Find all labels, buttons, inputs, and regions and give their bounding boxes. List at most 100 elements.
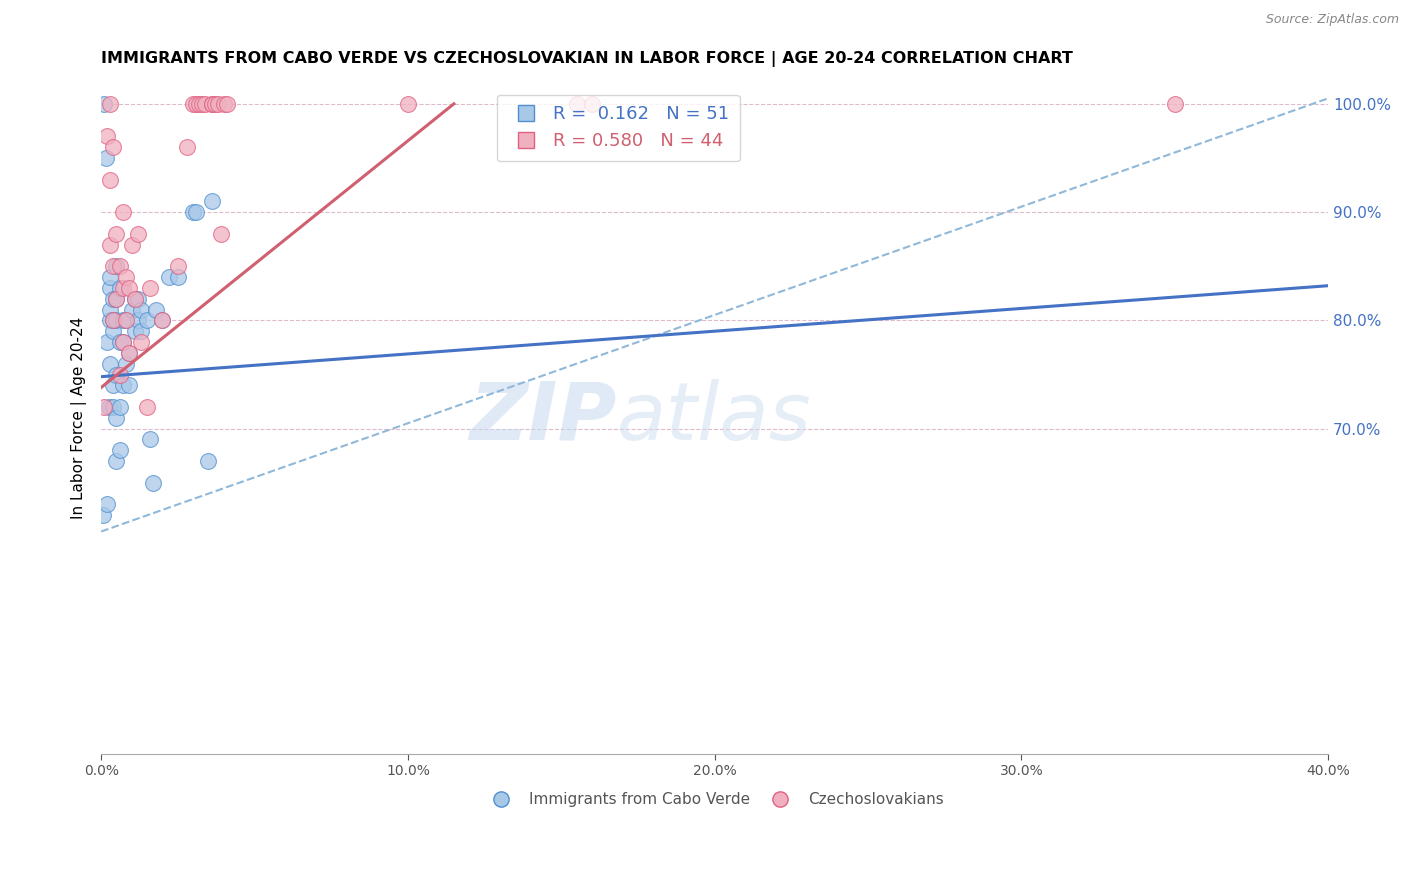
Point bbox=[98, 302, 121, 317]
Point bbox=[93, 400, 115, 414]
Text: Source: ZipAtlas.com: Source: ZipAtlas.com bbox=[1265, 13, 1399, 27]
Point bbox=[118, 346, 141, 360]
Point bbox=[186, 96, 208, 111]
Point bbox=[111, 334, 134, 349]
Point bbox=[200, 96, 222, 111]
Point bbox=[129, 334, 152, 349]
Point bbox=[152, 313, 174, 327]
Point bbox=[121, 302, 143, 317]
Point bbox=[565, 96, 588, 111]
Point bbox=[129, 302, 152, 317]
Point bbox=[200, 96, 222, 111]
Point bbox=[103, 378, 125, 392]
Point bbox=[114, 313, 136, 327]
Point bbox=[111, 334, 134, 349]
Point bbox=[98, 237, 121, 252]
Point bbox=[118, 346, 141, 360]
Point bbox=[103, 324, 125, 338]
Point bbox=[103, 400, 125, 414]
Point bbox=[105, 410, 128, 425]
Point bbox=[200, 194, 222, 209]
Point bbox=[176, 140, 198, 154]
Point bbox=[108, 368, 131, 382]
Point bbox=[96, 498, 118, 512]
Point bbox=[136, 400, 159, 414]
Point bbox=[105, 368, 128, 382]
Point bbox=[166, 270, 188, 285]
Point bbox=[191, 96, 214, 111]
Point bbox=[212, 96, 235, 111]
Point bbox=[105, 454, 128, 468]
Point bbox=[207, 96, 229, 111]
Point bbox=[142, 475, 165, 490]
Text: atlas: atlas bbox=[616, 379, 811, 457]
Point bbox=[103, 313, 125, 327]
Text: IMMIGRANTS FROM CABO VERDE VS CZECHOSLOVAKIAN IN LABOR FORCE | AGE 20-24 CORRELA: IMMIGRANTS FROM CABO VERDE VS CZECHOSLOV… bbox=[101, 51, 1073, 67]
Point bbox=[103, 313, 125, 327]
Point bbox=[105, 227, 128, 241]
Point bbox=[197, 454, 219, 468]
Point bbox=[157, 270, 180, 285]
Point bbox=[94, 151, 117, 165]
Point bbox=[114, 313, 136, 327]
Point bbox=[98, 281, 121, 295]
Point bbox=[136, 313, 159, 327]
Point bbox=[108, 443, 131, 458]
Point bbox=[111, 313, 134, 327]
Point bbox=[108, 334, 131, 349]
Point bbox=[111, 281, 134, 295]
Y-axis label: In Labor Force | Age 20-24: In Labor Force | Age 20-24 bbox=[72, 317, 87, 519]
Point bbox=[124, 324, 146, 338]
Point bbox=[98, 96, 121, 111]
Point bbox=[114, 357, 136, 371]
Point bbox=[186, 205, 208, 219]
Point bbox=[108, 281, 131, 295]
Point bbox=[108, 259, 131, 273]
Point bbox=[396, 96, 419, 111]
Point bbox=[127, 313, 149, 327]
Point bbox=[98, 172, 121, 186]
Point bbox=[194, 96, 217, 111]
Point bbox=[103, 140, 125, 154]
Point bbox=[97, 400, 120, 414]
Point bbox=[127, 292, 149, 306]
Point bbox=[188, 96, 211, 111]
Point bbox=[98, 357, 121, 371]
Point bbox=[121, 237, 143, 252]
Point bbox=[103, 292, 125, 306]
Point bbox=[96, 129, 118, 144]
Point bbox=[111, 205, 134, 219]
Point bbox=[166, 259, 188, 273]
Point bbox=[98, 270, 121, 285]
Point bbox=[118, 281, 141, 295]
Point bbox=[105, 292, 128, 306]
Point bbox=[114, 270, 136, 285]
Point bbox=[181, 96, 204, 111]
Point bbox=[127, 227, 149, 241]
Point bbox=[145, 302, 167, 317]
Point bbox=[105, 259, 128, 273]
Point bbox=[124, 292, 146, 306]
Point bbox=[209, 227, 232, 241]
Point bbox=[93, 96, 115, 111]
Point bbox=[111, 378, 134, 392]
Point bbox=[105, 292, 128, 306]
Point bbox=[204, 96, 226, 111]
Point bbox=[129, 324, 152, 338]
Point bbox=[139, 433, 162, 447]
Point bbox=[1164, 96, 1187, 111]
Point bbox=[105, 313, 128, 327]
Point bbox=[118, 378, 141, 392]
Point bbox=[152, 313, 174, 327]
Point bbox=[103, 259, 125, 273]
Point bbox=[91, 508, 114, 523]
Text: ZIP: ZIP bbox=[470, 379, 616, 457]
Point bbox=[96, 334, 118, 349]
Point bbox=[108, 400, 131, 414]
Point bbox=[215, 96, 238, 111]
Legend: Immigrants from Cabo Verde, Czechoslovakians: Immigrants from Cabo Verde, Czechoslovak… bbox=[479, 786, 949, 813]
Point bbox=[581, 96, 603, 111]
Point bbox=[181, 205, 204, 219]
Point bbox=[139, 281, 162, 295]
Point bbox=[124, 292, 146, 306]
